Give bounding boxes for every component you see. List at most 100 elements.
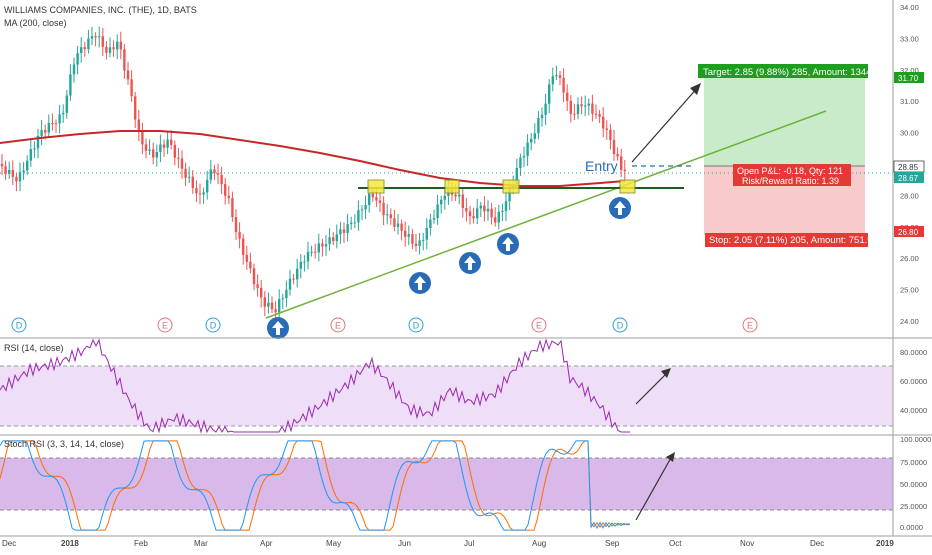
candle-body [126,70,130,80]
rsi-line [0,338,630,434]
candle-body [87,38,90,50]
candle-body [468,211,472,217]
rsi-tick: 40.0000 [900,406,927,415]
candle-body [346,224,349,233]
dividend-marker[interactable]: D [408,317,424,333]
candle-body [537,117,540,134]
candle-body [472,216,475,219]
candle-body [234,217,238,233]
candle-body [69,74,72,96]
candle-body [310,251,313,253]
candle-body [123,49,126,71]
candle-body [414,243,418,246]
time-label: Mar [194,539,208,548]
candle-body [40,130,43,136]
candle-body [101,36,104,47]
candle-body [609,129,612,141]
candle-body [404,230,407,237]
candle-body [162,144,166,148]
stoch-label: Stoch RSI (3, 3, 14, 14, close) [4,439,124,449]
stop-label-box [705,233,868,247]
candle-body [224,184,227,196]
svg-text:D: D [210,321,217,331]
support-touch-box [502,179,520,194]
candle-body [314,251,317,253]
candle-body [328,237,331,245]
candle-body [508,188,511,202]
candle-body [422,239,425,241]
candle-body [177,157,180,159]
candle-body [134,96,137,120]
price-axis[interactable]: 34.0033.0032.0031.0030.0029.0028.0027.00… [892,0,925,536]
candle-body [116,41,119,50]
candle-body [58,114,61,124]
price-pane[interactable]: Entry Target: 2.85 (9.88%) 285, Amount: … [0,5,893,339]
dividend-marker[interactable]: D [11,317,27,333]
target-price-badge-text: 31.70 [898,74,919,83]
candle-body [245,254,248,262]
risk-reward-label: Risk/Reward Ratio: 1.39 [742,176,839,186]
candle-body [296,268,299,280]
up-arrow-icon [497,233,519,255]
candle-body [364,205,367,210]
candle-body [285,289,288,299]
rsi-axis[interactable]: 80.0000 60.0000 40.0000 [900,348,927,415]
candle-body [620,156,623,170]
svg-text:D: D [413,321,420,331]
candle-body [144,144,148,151]
candle-body [339,229,342,235]
candle-body [184,168,187,178]
time-axis[interactable]: Dec 2018 Feb Mar Apr May Jun Jul Aug Sep… [2,539,894,548]
candle-body [152,149,155,158]
candle-body [206,179,209,193]
stoch-rsi-pane[interactable]: Stoch RSI (3, 3, 14, 14, close) [0,439,893,531]
earnings-marker[interactable]: E [531,317,547,333]
open-pnl-box [733,164,851,186]
candle-body [375,197,378,201]
time-label: May [326,539,341,548]
time-label: Apr [260,539,273,548]
time-label: Oct [669,539,682,548]
rsi-projection-arrow [635,371,669,405]
candle-body [429,219,432,228]
stoch-k-line [0,440,631,531]
candle-body [170,139,173,145]
candle-body [317,243,320,253]
candle-body [62,112,65,115]
target-label: Target: 2.85 (9.88%) 285, Amount: 1344.8… [703,67,885,78]
dividend-marker[interactable]: D [205,317,221,333]
candle-body [4,166,7,174]
candle-body [148,149,151,151]
candle-body [566,92,569,101]
svg-text:E: E [162,321,168,331]
earnings-marker[interactable]: E [157,317,173,333]
price-tick: 25.00 [900,286,919,295]
candle-body [443,195,446,200]
candle-body [54,123,58,125]
candle-body [65,95,68,113]
candle-body [476,208,479,219]
candle-body [274,309,277,313]
candle-body [544,103,547,115]
candle-body [112,47,115,50]
candle-body [486,208,490,212]
rsi-pane[interactable]: RSI (14, close) [0,338,893,434]
earnings-marker[interactable]: E [742,317,758,333]
time-label: 2019 [876,539,894,548]
stoch-arrow-head [666,452,675,462]
stop-price-badge [894,226,924,237]
time-label: Feb [134,539,148,548]
svg-text:E: E [536,321,542,331]
candle-body [191,176,194,189]
candle-body [252,268,256,285]
earnings-marker[interactable]: E [330,317,346,333]
dividend-marker[interactable]: D [612,317,628,333]
candle-body [11,169,14,177]
candle-body [371,193,374,198]
candle-body [270,302,274,310]
candle-body [94,36,97,38]
stoch-axis[interactable]: 100.0000 75.0000 50.0000 25.0000 0.0000 [900,435,931,532]
time-label: Sep [605,539,620,548]
candle-body [504,201,508,211]
candle-body [281,298,284,300]
